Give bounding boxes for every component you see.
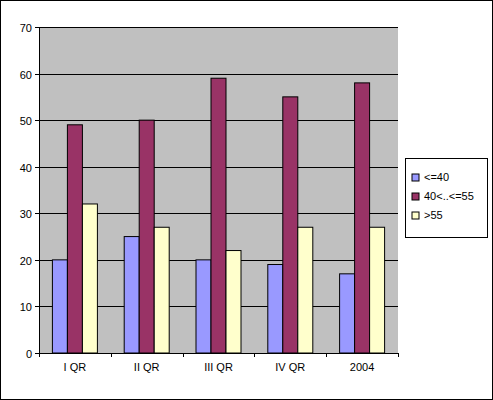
bar: [340, 274, 355, 353]
y-tick-label: 60: [20, 69, 32, 81]
bar: [67, 125, 82, 353]
bar: [298, 227, 313, 353]
y-tick: [35, 120, 39, 121]
bar: [139, 120, 154, 353]
bar: [154, 227, 169, 353]
y-tick: [35, 27, 39, 28]
y-tick: [35, 213, 39, 214]
x-tick: [254, 353, 255, 357]
legend-swatch: [412, 212, 419, 219]
legend-label: >55: [424, 209, 443, 221]
bar: [82, 204, 97, 353]
x-tick: [183, 353, 184, 357]
grid-line: [39, 27, 398, 28]
legend-label: 40<..<=55: [424, 190, 474, 202]
bar: [355, 83, 370, 353]
grid-line: [39, 353, 398, 354]
frame: [1, 1, 493, 400]
plot-area: [39, 27, 398, 353]
x-tick-label: 2004: [350, 361, 374, 373]
y-tick: [35, 74, 39, 75]
y-tick-label: 40: [20, 162, 32, 174]
y-tick-label: 10: [20, 301, 32, 313]
bar: [124, 237, 139, 353]
legend-swatch: [412, 174, 419, 181]
bar: [283, 97, 298, 353]
bar: [211, 78, 226, 353]
y-axis: [39, 27, 40, 353]
bars: [52, 78, 384, 353]
y-tick-label: 70: [20, 22, 32, 34]
bar: [52, 260, 67, 353]
legend: [406, 159, 488, 238]
y-tick-label: 20: [20, 255, 32, 267]
x-tick: [398, 353, 399, 357]
x-tick-label: II QR: [134, 361, 160, 373]
x-tick-label: IV QR: [275, 361, 305, 373]
y-tick: [35, 260, 39, 261]
y-tick-label: 50: [20, 115, 32, 127]
y-tick: [35, 306, 39, 307]
legend-label: <=40: [424, 171, 449, 183]
x-axis: [39, 353, 398, 354]
y-tick: [35, 353, 39, 354]
bar: [196, 260, 211, 353]
bar: [370, 227, 385, 353]
x-tick: [326, 353, 327, 357]
bar: [268, 265, 283, 353]
y-tick-label: 0: [26, 348, 32, 360]
grid-line: [39, 74, 398, 75]
bar: [226, 251, 241, 353]
y-tick-label: 30: [20, 208, 32, 220]
chart: 0 10 20 30 40 50 60 70 I QR II QR III QR IV QR 2004 <…: [0, 0, 493, 400]
x-tick-label: III QR: [204, 361, 233, 373]
x-tick: [111, 353, 112, 357]
x-tick: [39, 353, 40, 357]
legend-swatch: [412, 193, 419, 200]
x-tick-label: I QR: [64, 361, 87, 373]
y-tick: [35, 167, 39, 168]
